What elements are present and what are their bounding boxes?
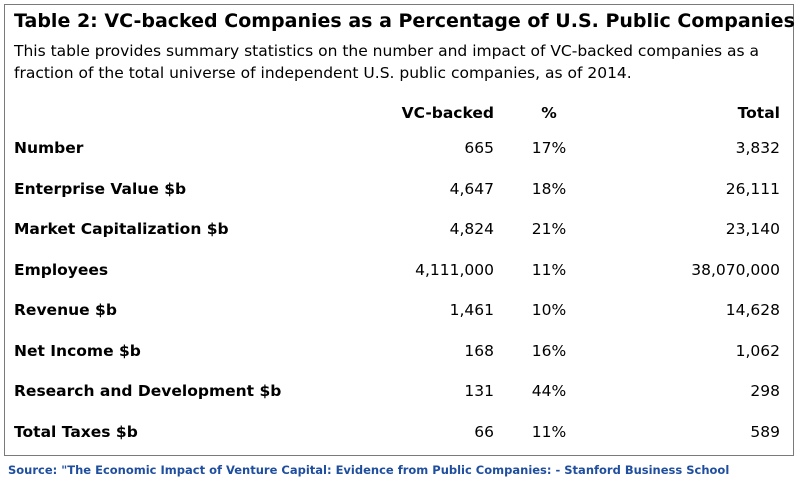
row-total: 298 (750, 382, 780, 401)
row-label: Market Capitalization $b (14, 220, 229, 239)
row-label: Employees (14, 260, 109, 279)
table-title: Table 2: VC-backed Companies as a Percen… (14, 10, 795, 32)
row-total: 23,140 (725, 220, 780, 239)
header-percent: % (541, 104, 557, 122)
row-vc-value: 4,647 (449, 179, 494, 198)
row-label: Total Taxes $b (14, 422, 138, 441)
row-total: 3,832 (735, 139, 780, 158)
stats-table: VC-backed % Total Number 665 17% 3,832 E… (14, 98, 780, 452)
row-label: Enterprise Value $b (14, 179, 187, 198)
row-percent: 11% (531, 422, 567, 441)
row-label: Research and Development $b (14, 382, 282, 401)
row-label: Number (14, 139, 84, 158)
row-percent: 11% (531, 260, 567, 279)
row-percent: 21% (531, 220, 567, 239)
row-vc-value: 665 (464, 139, 494, 158)
row-total: 14,628 (725, 301, 780, 320)
header-vc-backed: VC-backed (401, 104, 494, 122)
table-row: Total Taxes $b 66 11% 589 (14, 412, 780, 453)
row-vc-value: 4,111,000 (415, 260, 494, 279)
row-total: 589 (750, 422, 780, 441)
row-vc-value: 1,461 (449, 301, 494, 320)
row-percent: 44% (531, 382, 567, 401)
table-row: Enterprise Value $b 4,647 18% 26,111 (14, 169, 780, 210)
row-label: Net Income $b (14, 341, 141, 360)
row-vc-value: 131 (464, 382, 494, 401)
row-total: 26,111 (725, 179, 780, 198)
row-total: 38,070,000 (691, 260, 780, 279)
row-vc-value: 66 (474, 422, 494, 441)
header-label (14, 98, 334, 128)
source-citation: Source: "The Economic Impact of Venture … (8, 463, 730, 477)
table-row: Net Income $b 168 16% 1,062 (14, 331, 780, 372)
row-percent: 18% (531, 179, 567, 198)
row-percent: 16% (531, 341, 567, 360)
row-percent: 17% (531, 139, 567, 158)
table-row: Number 665 17% 3,832 (14, 128, 780, 169)
table-row: Revenue $b 1,461 10% 14,628 (14, 290, 780, 331)
table-row: Research and Development $b 131 44% 298 (14, 371, 780, 412)
row-vc-value: 4,824 (449, 220, 494, 239)
table-row: Employees 4,111,000 11% 38,070,000 (14, 250, 780, 291)
table-description: This table provides summary statistics o… (14, 42, 760, 82)
row-vc-value: 168 (464, 341, 494, 360)
table-header-row: VC-backed % Total (14, 98, 780, 128)
row-total: 1,062 (735, 341, 780, 360)
table-frame (4, 4, 794, 456)
row-label: Revenue $b (14, 301, 117, 320)
table-row: Market Capitalization $b 4,824 21% 23,14… (14, 209, 780, 250)
header-total: Total (737, 104, 780, 122)
row-percent: 10% (531, 301, 567, 320)
